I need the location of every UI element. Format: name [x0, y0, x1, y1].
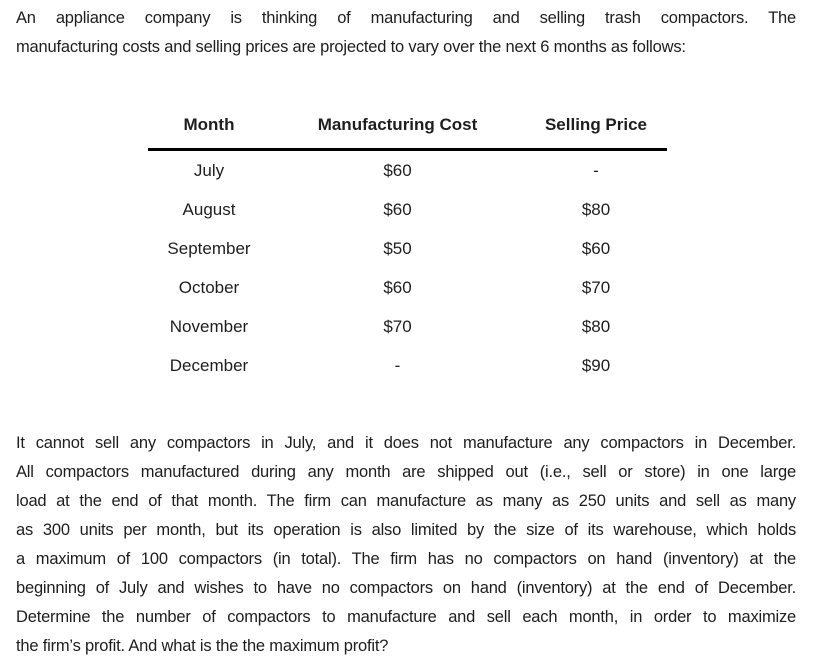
column-header-month: Month: [148, 106, 270, 151]
cell-month: October: [178, 277, 240, 297]
cell-selling-price: $90: [581, 355, 611, 375]
table-row: August $60 $80: [148, 190, 667, 229]
cell-manufacturing-cost: $60: [383, 160, 412, 180]
table-row: September $50 $60: [148, 229, 667, 268]
cell-month: September: [167, 238, 251, 258]
cost-price-table: Month Manufacturing Cost Selling Price J…: [148, 106, 667, 385]
cell-month: July: [193, 160, 225, 180]
column-header-manufacturing-cost: Manufacturing Cost: [270, 106, 525, 151]
text-line: It cannot sell any compactors in July, a…: [16, 434, 796, 452]
cell-manufacturing-cost: -: [394, 355, 401, 375]
cell-selling-price: -: [593, 160, 599, 180]
table-row: November $70 $80: [148, 307, 667, 346]
table-header-row: Month Manufacturing Cost Selling Price: [148, 106, 667, 151]
table-row: October $60 $70: [148, 268, 667, 307]
cell-manufacturing-cost: $70: [383, 316, 412, 336]
text-line: beginning of July and wishes to have no …: [16, 579, 796, 597]
cell-month: December: [169, 355, 249, 375]
text-line: manufacturing costs and selling prices a…: [16, 38, 686, 56]
table-row: July $60 -: [148, 150, 667, 191]
text-line: as 300 units per month, but its operatio…: [16, 521, 796, 539]
cell-month: November: [169, 316, 249, 336]
cell-manufacturing-cost: $60: [383, 199, 412, 219]
text-line: Determine the number of compactors to ma…: [16, 608, 796, 626]
column-header-selling-price: Selling Price: [525, 106, 667, 151]
cell-manufacturing-cost: $50: [383, 238, 412, 258]
text-line: An appliance company is thinking of manu…: [16, 9, 796, 27]
cell-manufacturing-cost: $60: [383, 277, 412, 297]
text-line: the firm’s profit. And what is the the m…: [16, 637, 389, 655]
cell-selling-price: $80: [581, 199, 611, 219]
cell-selling-price: $80: [581, 316, 611, 336]
table-row: December - $90: [148, 346, 667, 385]
intro-paragraph: An appliance company is thinking of manu…: [16, 4, 796, 62]
cell-selling-price: $60: [581, 238, 611, 258]
constraints-paragraph: It cannot sell any compactors in July, a…: [16, 429, 796, 661]
cell-month: August: [182, 199, 236, 219]
text-line: All compactors manufactured during any m…: [16, 463, 796, 481]
text-line: load at the end of that month. The firm …: [16, 492, 796, 510]
cell-selling-price: $70: [581, 277, 611, 297]
text-line: a maximum of 100 compactors (in total). …: [16, 550, 796, 568]
